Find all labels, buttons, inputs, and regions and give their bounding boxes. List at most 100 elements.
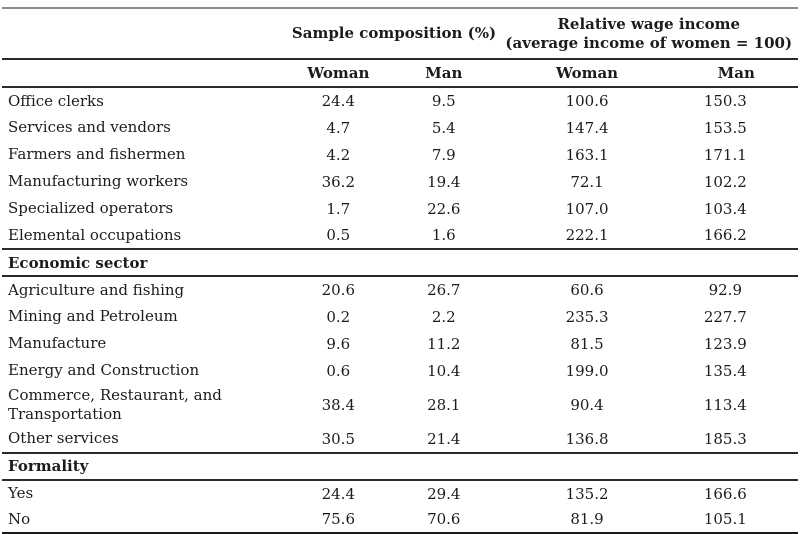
- table-row: Commerce, Restaurant, and Transportation…: [2, 384, 798, 426]
- value-cell: 107.0: [565, 199, 609, 218]
- row-label: Manufacturing workers: [8, 172, 189, 191]
- value-cell: 147.4: [565, 118, 609, 137]
- row-label: No: [8, 509, 31, 528]
- section-header-label: Formality: [2, 451, 798, 481]
- value-cell: 26.7: [427, 281, 461, 299]
- value-cell: 81.5: [570, 334, 604, 353]
- value-cell: 75.6: [321, 510, 355, 529]
- group-header-relative-wage-line1: Relative wage income: [557, 15, 741, 34]
- value-cell: 24.4: [321, 92, 355, 110]
- column-header-man-wage: Man: [674, 59, 798, 88]
- value-cell: 135.2: [565, 484, 609, 503]
- value-cell: 81.9: [570, 510, 604, 529]
- column-header-woman-sample: Woman: [288, 59, 389, 88]
- value-cell: 0.5: [326, 226, 351, 244]
- row-label: Agriculture and fishing: [8, 280, 185, 299]
- value-cell: 38.4: [321, 395, 355, 414]
- value-cell: 70.6: [427, 510, 461, 529]
- value-cell: 30.5: [321, 429, 355, 448]
- value-cell: 21.4: [427, 429, 461, 448]
- value-cell: 11.2: [427, 334, 461, 353]
- group-header-relative-wage: Relative wage income (average income of …: [499, 8, 798, 60]
- value-cell: 185.3: [703, 429, 747, 448]
- table-row: Manufacture 9.6 11.2 81.5 123.9: [2, 330, 798, 357]
- row-label: Office clerks: [8, 91, 104, 110]
- value-cell: 4.2: [326, 145, 351, 164]
- value-cell: 9.6: [326, 334, 351, 353]
- row-label: Energy and Construction: [8, 361, 200, 380]
- section-header-label: Economic sector: [2, 248, 798, 277]
- row-label: Yes: [8, 484, 34, 503]
- value-cell: 103.4: [703, 199, 747, 218]
- value-cell: 166.2: [703, 226, 747, 244]
- column-header-woman-wage: Woman: [499, 59, 675, 88]
- table-row: Mining and Petroleum 0.2 2.2 235.3 227.7: [2, 303, 798, 330]
- value-cell: 72.1: [570, 172, 604, 191]
- group-header-sample-composition: Sample composition (%): [288, 8, 500, 60]
- table-row: Other services 30.5 21.4 136.8 185.3: [2, 426, 798, 453]
- value-cell: 105.1: [703, 510, 747, 529]
- group-header-relative-wage-line2: (average income of women = 100): [505, 33, 793, 52]
- sub-header-row: Woman Man Woman Man: [2, 59, 798, 88]
- row-label: Elemental occupations: [8, 225, 182, 244]
- value-cell: 1.7: [326, 199, 351, 218]
- value-cell: 2.2: [431, 307, 456, 326]
- value-cell: 100.6: [565, 92, 609, 110]
- value-cell: 123.9: [703, 334, 747, 353]
- value-cell: 9.5: [431, 92, 456, 110]
- table-row: Agriculture and fishing 20.6 26.7 60.6 92.9: [2, 276, 798, 303]
- group-header-sample-composition-label: Sample composition (%): [291, 24, 497, 43]
- value-cell: 90.4: [570, 395, 604, 414]
- value-cell: 1.6: [431, 226, 456, 244]
- value-cell: 36.2: [321, 172, 355, 191]
- table-row: Elemental occupations 0.5 1.6 222.1 166.2: [2, 222, 798, 249]
- value-cell: 5.4: [431, 118, 456, 137]
- row-label: Specialized operators: [8, 199, 174, 218]
- value-cell: 153.5: [703, 118, 747, 137]
- corner-cell-2: [2, 59, 289, 88]
- value-cell: 135.4: [703, 361, 747, 380]
- value-cell: 136.8: [565, 429, 609, 448]
- value-cell: 10.4: [427, 361, 461, 380]
- section-header-row: Formality: [2, 451, 798, 481]
- value-cell: 163.1: [565, 145, 609, 164]
- table-row: Specialized operators 1.7 22.6 107.0 103.4: [2, 195, 798, 222]
- row-label: Mining and Petroleum: [8, 307, 178, 326]
- value-cell: 7.9: [431, 145, 456, 164]
- value-cell: 171.1: [703, 145, 747, 164]
- value-cell: 166.6: [703, 484, 747, 503]
- value-cell: 227.7: [703, 307, 747, 326]
- value-cell: 199.0: [565, 361, 609, 380]
- value-cell: 24.4: [321, 484, 355, 503]
- row-label: Farmers and fishermen: [8, 145, 186, 164]
- value-cell: 0.6: [326, 361, 351, 380]
- table-row: Office clerks 24.4 9.5 100.6 150.3: [2, 87, 798, 114]
- column-header-man-sample: Man: [388, 59, 500, 88]
- value-cell: 113.4: [703, 395, 747, 414]
- table-row: Energy and Construction 0.6 10.4 199.0 135.4: [2, 357, 798, 384]
- table-row: Farmers and fishermen 4.2 7.9 163.1 171.1: [2, 141, 798, 168]
- row-label: Other services: [8, 429, 119, 448]
- value-cell: 4.7: [326, 118, 351, 137]
- table-row: Yes 24.4 29.4 135.2 166.6: [2, 480, 798, 507]
- value-cell: 60.6: [570, 281, 604, 299]
- value-cell: 150.3: [703, 92, 747, 110]
- value-cell: 222.1: [565, 226, 609, 244]
- table-row: No 75.6 70.6 81.9 105.1: [2, 507, 798, 534]
- value-cell: 0.2: [326, 307, 351, 326]
- table-row: Manufacturing workers 36.2 19.4 72.1 102.2: [2, 168, 798, 195]
- section-header-row: Economic sector: [2, 248, 798, 277]
- corner-cell: [2, 8, 289, 60]
- statistics-table: Sample composition (%) Relative wage inc…: [2, 7, 798, 534]
- value-cell: 29.4: [427, 484, 461, 503]
- value-cell: 92.9: [708, 281, 742, 299]
- row-label: Manufacture: [8, 334, 107, 353]
- value-cell: 22.6: [427, 199, 461, 218]
- group-header-row: Sample composition (%) Relative wage inc…: [2, 8, 798, 60]
- value-cell: 235.3: [565, 307, 609, 326]
- value-cell: 102.2: [703, 172, 747, 191]
- table-row: Services and vendors 4.7 5.4 147.4 153.5: [2, 114, 798, 141]
- value-cell: 20.6: [321, 281, 355, 299]
- value-cell: 19.4: [427, 172, 461, 191]
